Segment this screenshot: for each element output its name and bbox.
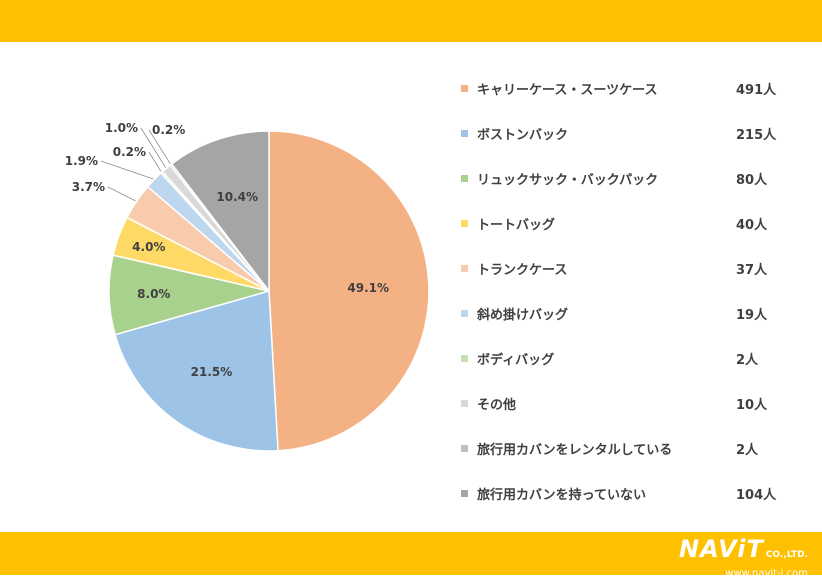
legend-label: ボストンバック xyxy=(477,128,569,143)
legend-swatch xyxy=(461,130,468,137)
slice-percent-label: 10.4% xyxy=(216,190,258,204)
company-logo: NAViT CO.,LTD. www.navit-j.com xyxy=(679,536,808,580)
legend-swatch xyxy=(461,265,468,272)
pie-slice xyxy=(114,290,279,452)
leader-line xyxy=(148,129,171,165)
legend-item: キャリーケース・スーツケース 491人 xyxy=(461,67,811,112)
legend-count: 80人 xyxy=(736,173,768,188)
leader-line xyxy=(100,160,154,180)
legend-swatch xyxy=(461,85,468,92)
legend-item: トートバッグ 40人 xyxy=(461,202,811,247)
legend-label: 旅行用カバンをレンタルしている xyxy=(477,443,673,458)
legend-swatch xyxy=(461,445,468,452)
slice-percent-label: 4.0% xyxy=(132,240,165,254)
legend-item: その他 10人 xyxy=(461,382,811,427)
legend-item: 斜め掛けバッグ 19人 xyxy=(461,292,811,337)
legend-count: 37人 xyxy=(736,263,768,278)
legend-count: 491人 xyxy=(736,83,777,98)
chart-legend: キャリーケース・スーツケース 491人ボストンバック 215人リュックサック・バック… xyxy=(461,67,811,517)
legend-label: キャリーケース・スーツケース xyxy=(477,83,658,98)
slice-percent-label: 49.1% xyxy=(347,281,389,295)
pie-slice xyxy=(268,130,430,452)
legend-label: リュックサック・バックパック xyxy=(477,173,659,188)
legend-count: 104人 xyxy=(736,488,777,503)
legend-label: 斜め掛けバッグ xyxy=(477,308,569,323)
legend-count: 215人 xyxy=(736,128,777,143)
legend-swatch xyxy=(461,220,468,227)
legend-item: リュックサック・バックパック 80人 xyxy=(461,157,811,202)
slice-percent-label: 21.5% xyxy=(191,365,233,379)
leader-line xyxy=(148,151,162,172)
legend-item: 旅行用カバンをレンタルしている 2人 xyxy=(461,427,811,472)
legend-item: ボストンバック 215人 xyxy=(461,112,811,157)
slice-percent-label: 0.2% xyxy=(113,145,146,159)
legend-swatch xyxy=(461,310,468,317)
logo-url: www.navit-j.com xyxy=(725,568,808,579)
bottom-band xyxy=(0,532,822,575)
legend-swatch xyxy=(461,355,468,362)
legend-label: トートバッグ xyxy=(477,218,556,233)
legend-label: その他 xyxy=(477,398,517,413)
legend-item: 旅行用カバンを持っていない 104人 xyxy=(461,472,811,517)
slice-percent-label: 3.7% xyxy=(72,180,105,194)
slice-percent-label: 1.9% xyxy=(65,154,98,168)
legend-count: 19人 xyxy=(736,308,768,323)
leader-line xyxy=(140,127,166,168)
legend-label: トランクケース xyxy=(477,263,568,278)
pie-slice xyxy=(170,130,270,294)
legend-count: 10人 xyxy=(736,398,768,413)
slice-percent-label: 0.2% xyxy=(152,123,185,137)
slice-percent-label: 1.0% xyxy=(105,121,138,135)
legend-label: ボディバッグ xyxy=(477,353,555,368)
legend-count: 40人 xyxy=(736,218,768,233)
logo-suffix: CO.,LTD. xyxy=(765,550,808,560)
legend-item: トランクケース 37人 xyxy=(461,247,811,292)
logo-name: NAViT xyxy=(679,535,764,563)
legend-swatch xyxy=(461,400,468,407)
legend-count: 2人 xyxy=(736,443,759,458)
legend-label: 旅行用カバンを持っていない xyxy=(477,488,647,503)
top-band xyxy=(0,0,822,42)
leader-line xyxy=(107,186,136,202)
slice-percent-label: 8.0% xyxy=(137,287,170,301)
legend-swatch xyxy=(461,490,468,497)
legend-item: ボディバッグ 2人 xyxy=(461,337,811,382)
legend-count: 2人 xyxy=(736,353,759,368)
legend-swatch xyxy=(461,175,468,182)
pie-chart: 49.1% 21.5% 8.0% 4.0% 3.7% 1.9% 0.2% 1.0% 0.2% 10… xyxy=(65,121,430,452)
